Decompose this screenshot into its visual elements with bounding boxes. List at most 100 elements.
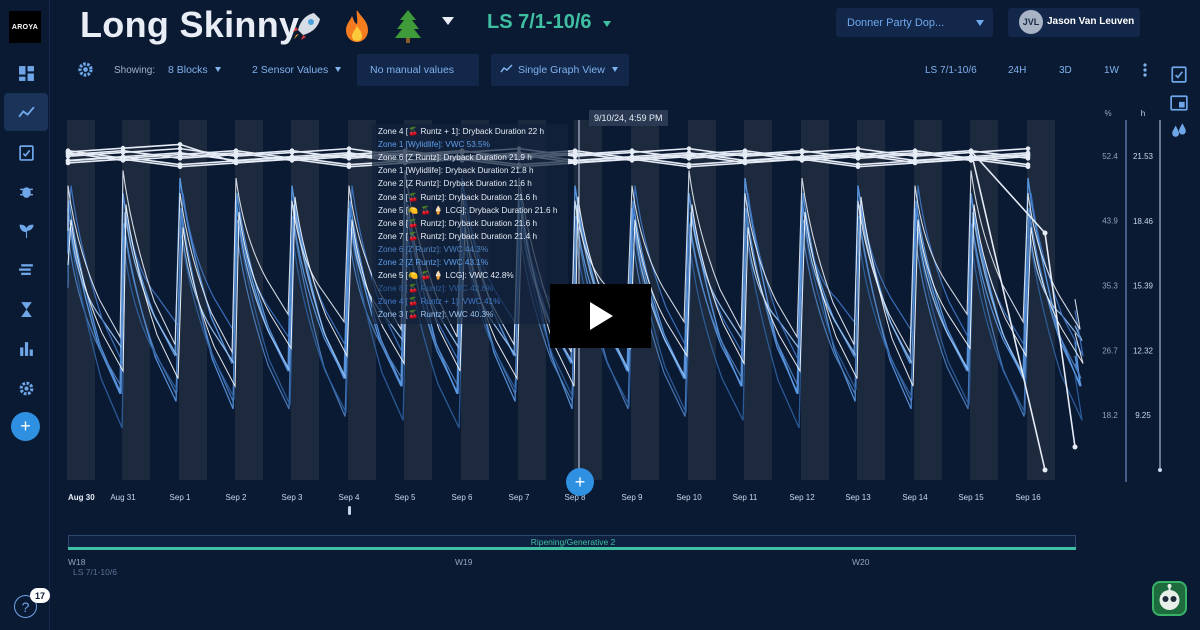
dryback-point (346, 146, 352, 151)
right-axis-tick-label: 21.53 (1133, 152, 1154, 161)
fire-icon (346, 10, 368, 42)
tooltip-row: Zone 4 [🍒 Runtz + 1]: VWC 41% (378, 297, 501, 307)
more-options-icon[interactable] (1141, 62, 1149, 78)
timer-icon[interactable] (4, 290, 48, 328)
night-band (179, 120, 207, 480)
x-axis-tick-label: Sep 10 (676, 493, 702, 502)
thermometer-icon (348, 506, 351, 515)
left-axis-unit: % (1104, 109, 1111, 118)
right-axis-tick-label: 12.32 (1133, 346, 1154, 355)
organization-select[interactable]: Donner Party Dop... (836, 8, 993, 37)
x-axis-tick-label: Sep 7 (509, 493, 530, 502)
range-1w-button[interactable]: 1W (1104, 65, 1119, 76)
x-axis-tick-label: Sep 12 (789, 493, 815, 502)
settings-icon[interactable] (4, 369, 48, 407)
x-axis-tick-label: Aug 31 (110, 493, 136, 502)
tooltip-row: Zone 2 [Z Runtz]: VWC 43.1% (378, 258, 489, 267)
pest-icon[interactable] (4, 172, 48, 210)
blocks-dropdown[interactable]: 8 Blocks (168, 64, 221, 76)
tooltip-row: Zone 1 [Wylidlife]: Dryback Duration 21.… (378, 166, 534, 176)
vwc-line (67, 196, 1084, 389)
graph-view-dropdown[interactable]: Single Graph View (500, 64, 618, 76)
dryback-point (912, 160, 918, 166)
help-icon[interactable]: ? (14, 595, 37, 618)
dryback-point (289, 156, 295, 162)
right-axis-tick-label: 9.25 (1135, 411, 1151, 420)
picture-in-picture-icon[interactable] (1170, 94, 1188, 112)
x-axis-tick-label: Sep 14 (902, 493, 928, 502)
sensor-values-label: 2 Sensor Values (252, 64, 329, 76)
tooltip-row: Zone 7 [🍒 Runtz]: Dryback Duration 21.4 … (378, 231, 538, 241)
add-button[interactable]: + (11, 412, 40, 441)
irrigation-drops-icon[interactable] (1170, 121, 1188, 139)
dryback-point (233, 153, 239, 159)
left-axis-tick-label: 43.9 (1102, 216, 1118, 225)
help-badge-count: 17 (30, 588, 50, 603)
axis-end-point (1158, 468, 1162, 472)
dryback-point (572, 148, 578, 154)
tooltip-row: Zone 3 [🍒 Runtz]: Dryback Duration 21.6 … (378, 192, 538, 202)
night-band (970, 120, 998, 480)
week-label-w18: W18 (68, 557, 86, 567)
avatar: JVL (1019, 10, 1043, 34)
x-axis-tick-label: Sep 4 (339, 493, 360, 502)
range-3d-button[interactable]: 3D (1059, 65, 1072, 76)
night-band (122, 120, 150, 480)
title-dropdown-caret[interactable] (442, 17, 454, 25)
checklist-icon[interactable] (1170, 65, 1188, 83)
dryback-point (1025, 150, 1031, 156)
manual-values-box (357, 54, 479, 86)
video-play-button[interactable] (550, 284, 651, 348)
dashboard-icon[interactable] (4, 54, 48, 92)
manual-values-dropdown[interactable]: No manual values (370, 64, 454, 76)
x-axis-tick-label: Sep 6 (452, 493, 473, 502)
period-selector[interactable]: LS 7/1-10/6 (487, 11, 592, 33)
dryback-point (799, 150, 805, 155)
tooltip-row: Zone 6 [Z Runtz]: Dryback Duration 21.9 … (378, 153, 532, 163)
dryback-point (686, 164, 692, 170)
left-sidebar: AROYA + ? 17 (0, 0, 50, 630)
night-band (688, 120, 716, 480)
aroya-logo[interactable]: AROYA (9, 11, 41, 43)
right-axis-tick-label: 18.46 (1133, 217, 1154, 226)
x-axis-tick-label: Sep 8 (565, 493, 586, 502)
range-period-button[interactable]: LS 7/1-10/6 (925, 65, 977, 76)
dryback-point (742, 160, 748, 166)
crop-icon[interactable] (4, 211, 48, 249)
dryback-point (65, 160, 71, 166)
x-axis-tick-label: Sep 16 (1015, 493, 1041, 502)
analytics-icon[interactable] (4, 93, 48, 131)
chevron-down-icon (214, 67, 221, 72)
graph-settings-icon[interactable] (77, 61, 94, 78)
x-axis-tick-label: Sep 13 (845, 493, 871, 502)
add-annotation-button[interactable]: + (566, 468, 594, 496)
assistant-bot-button[interactable] (1152, 581, 1187, 616)
user-name: Jason Van Leuven (1047, 16, 1135, 27)
dryback-point (233, 160, 239, 166)
dryback-point (799, 156, 805, 162)
dryback-point (629, 150, 635, 155)
dryback-point (120, 156, 126, 162)
sensor-values-dropdown[interactable]: 2 Sensor Values (252, 64, 342, 76)
left-axis-tick-label: 26.7 (1102, 347, 1118, 356)
tooltip-row: Zone 5 [🍋 🍒 🍦 LCG]: VWC 42.8% (378, 271, 514, 281)
range-24h-button[interactable]: 24H (1008, 65, 1027, 76)
tasks-icon[interactable] (4, 133, 48, 171)
dryback-point (1042, 467, 1048, 473)
period-dropdown-caret[interactable] (603, 21, 611, 27)
user-menu[interactable]: JVL Jason Van Leuven (1008, 8, 1140, 37)
dryback-point (572, 160, 578, 166)
dryback-point (1025, 164, 1031, 170)
reports-icon[interactable] (4, 329, 48, 367)
chevron-down-icon (976, 20, 984, 26)
week-label-w19: W19 (455, 557, 473, 567)
dryback-point (177, 164, 183, 170)
harvest-icon[interactable] (4, 250, 48, 288)
dryback-point (742, 153, 748, 159)
chevron-down-icon (335, 67, 342, 72)
tooltip-row: Zone 5 [🍋 🍒 🍦 LCG]: Dryback Duration 21.… (378, 205, 558, 215)
dryback-tail (970, 150, 1046, 234)
period-strip-label: LS 7/1-10/6 (73, 567, 117, 577)
dryback-point (65, 153, 71, 159)
